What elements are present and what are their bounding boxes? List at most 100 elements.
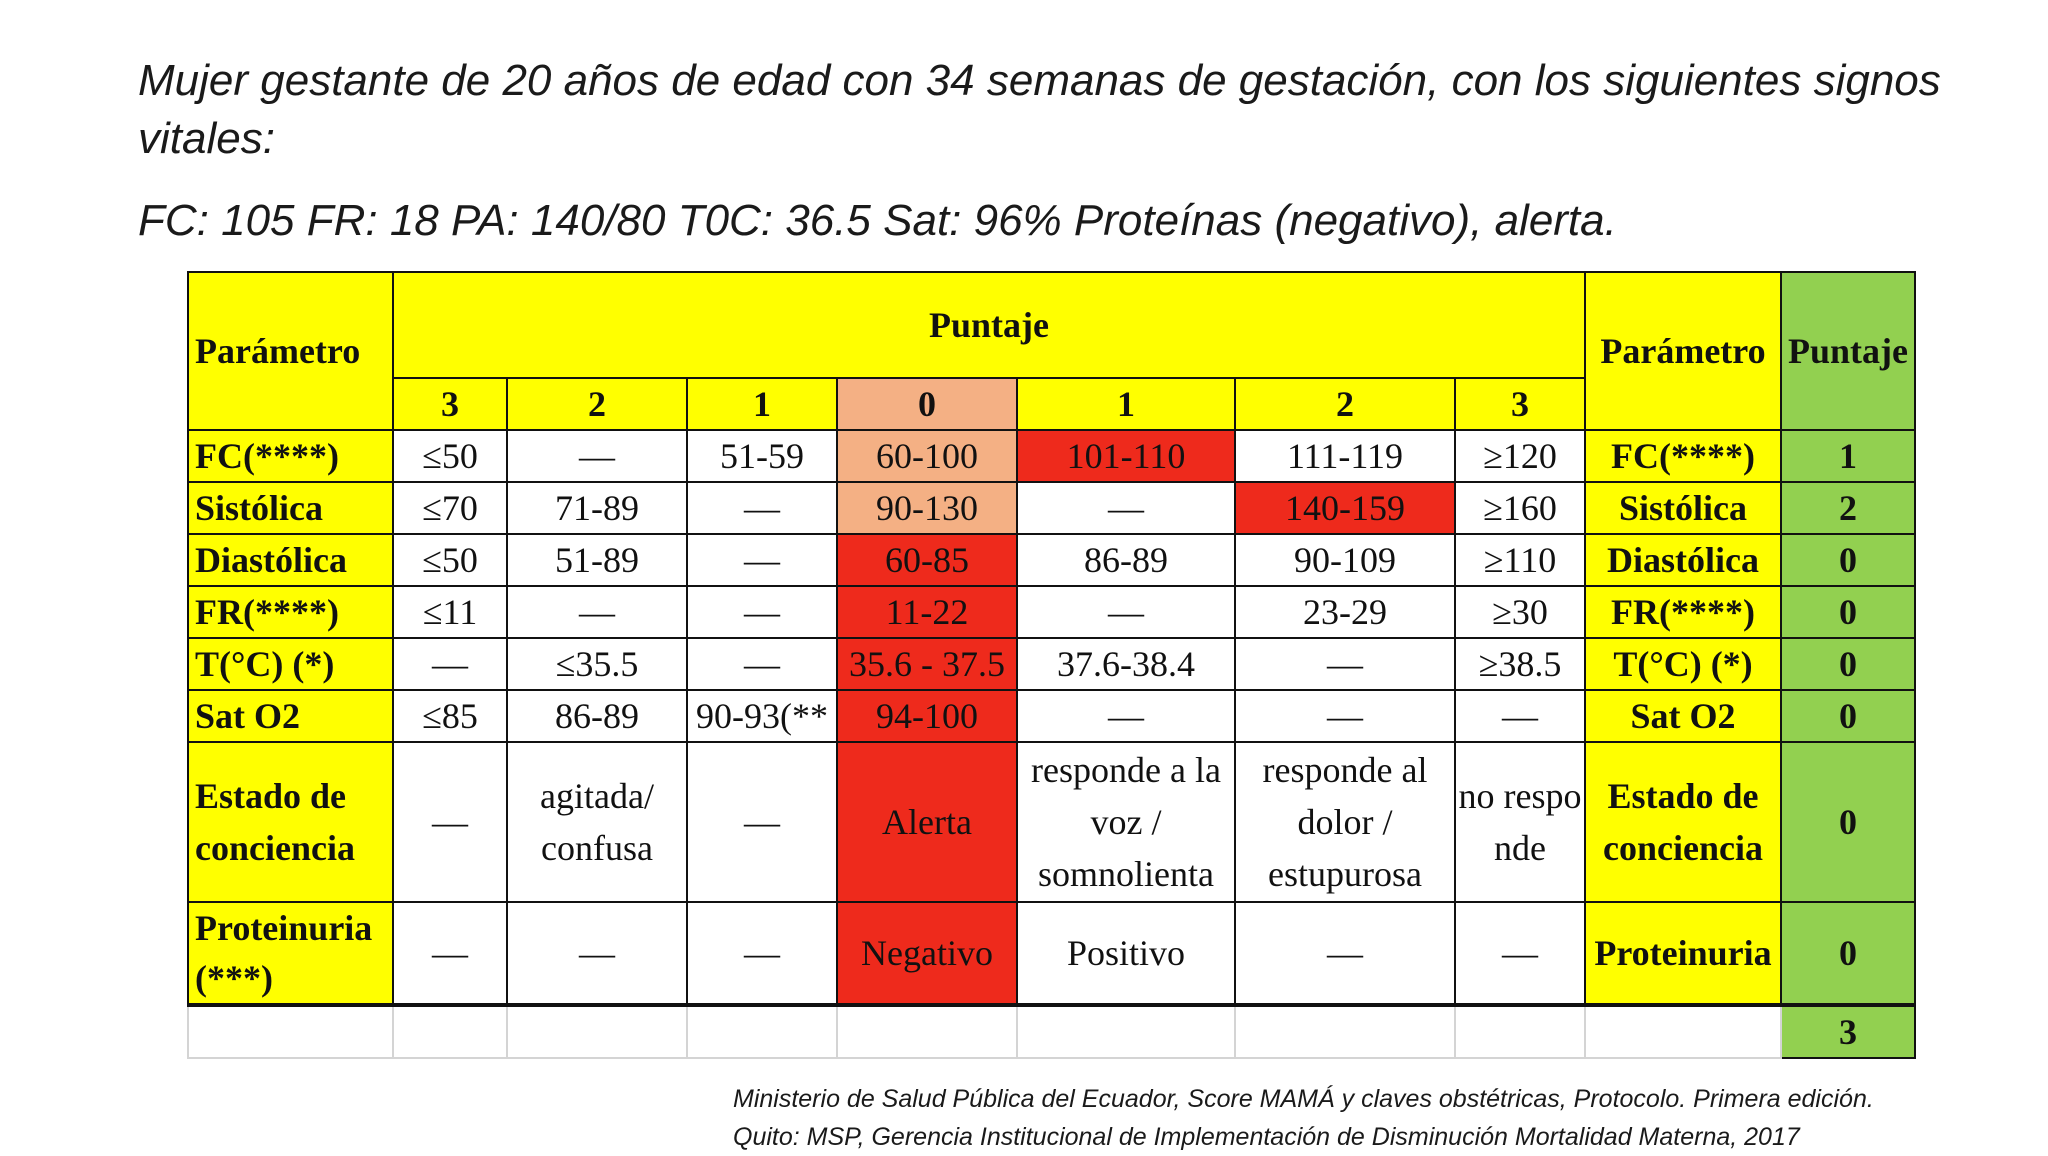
table-cell: ≤70 xyxy=(392,481,508,535)
table-cell: ≤50 xyxy=(392,429,508,483)
empty-cell xyxy=(187,1004,394,1059)
table-cell: — xyxy=(1454,901,1586,1007)
empty-cell xyxy=(1454,1004,1586,1059)
empty-cell xyxy=(392,1004,508,1059)
header-puntaje: Puntaje xyxy=(392,271,1586,379)
empty-cell xyxy=(836,1004,1018,1059)
table-cell: Negativo xyxy=(836,901,1018,1007)
row-score: 0 xyxy=(1780,901,1916,1007)
row-score: 0 xyxy=(1780,585,1916,639)
empty-cell xyxy=(1584,1004,1782,1059)
table-cell: ≥38.5 xyxy=(1454,637,1586,691)
table-cell: — xyxy=(1234,637,1456,691)
table-cell: 51-89 xyxy=(506,533,688,587)
table-row: FR(****) ≤11 — — 11-22 — 23-29 ≥30 FR(**… xyxy=(187,585,1916,639)
table-cell: 23-29 xyxy=(1234,585,1456,639)
table-cell: 90-130 xyxy=(836,481,1018,535)
table-cell: — xyxy=(1234,901,1456,1007)
row-score: 0 xyxy=(1780,637,1916,691)
table-cell: — xyxy=(506,585,688,639)
case-description: Mujer gestante de 20 años de edad con 34… xyxy=(138,56,1941,163)
table-cell: 140-159 xyxy=(1234,481,1456,535)
row-label: Sat O2 xyxy=(187,689,394,743)
total-score: 3 xyxy=(1780,1004,1916,1059)
table-cell: — xyxy=(1016,585,1236,639)
table-cell: 94-100 xyxy=(836,689,1018,743)
score-level: 2 xyxy=(506,377,688,431)
table-cell: 86-89 xyxy=(506,689,688,743)
table-cell: 90-109 xyxy=(1234,533,1456,587)
table-cell: 86-89 xyxy=(1016,533,1236,587)
table-cell: ≥30 xyxy=(1454,585,1586,639)
vital-signs: FC: 105 FR: 18 PA: 140/80 T0C: 36.5 Sat:… xyxy=(138,196,1617,245)
score-level: 2 xyxy=(1234,377,1456,431)
citation: Ministerio de Salud Pública del Ecuador,… xyxy=(733,1080,2033,1156)
table-cell: — xyxy=(686,585,838,639)
table-cell: Positivo xyxy=(1016,901,1236,1007)
table-cell: — xyxy=(1016,481,1236,535)
score-mama-table: Parámetro Puntaje Parámetro Puntaje 3 2 … xyxy=(187,271,1916,1059)
table-cell: — xyxy=(506,429,688,483)
empty-cell xyxy=(1016,1004,1236,1059)
score-level: 1 xyxy=(686,377,838,431)
table-cell: 90-93(** xyxy=(686,689,838,743)
row-label: Proteinuria (***) xyxy=(187,901,394,1007)
score-level: 1 xyxy=(1016,377,1236,431)
table-cell: ≥110 xyxy=(1454,533,1586,587)
score-level: 3 xyxy=(1454,377,1586,431)
table-cell: — xyxy=(686,481,838,535)
table-cell: — xyxy=(686,741,838,903)
row-label-right: Sat O2 xyxy=(1584,689,1782,743)
table-cell: 60-85 xyxy=(836,533,1018,587)
score-level: 0 xyxy=(836,377,1018,431)
table-row: T(°C) (*) — ≤35.5 — 35.6 - 37.5 37.6-38.… xyxy=(187,637,1916,691)
table-cell: ≤11 xyxy=(392,585,508,639)
table-cell: — xyxy=(1234,689,1456,743)
table-cell: ≤35.5 xyxy=(506,637,688,691)
row-label-right: FC(****) xyxy=(1584,429,1782,483)
row-score: 2 xyxy=(1780,481,1916,535)
header-score-column: Puntaje xyxy=(1780,271,1916,431)
row-label: Sistólica xyxy=(187,481,394,535)
table-row: Diastólica ≤50 51-89 — 60-85 86-89 90-10… xyxy=(187,533,1916,587)
row-label: T(°C) (*) xyxy=(187,637,394,691)
row-label: Diastólica xyxy=(187,533,394,587)
row-label-right: Sistólica xyxy=(1584,481,1782,535)
header-parametro-left: Parámetro xyxy=(187,271,394,431)
table-cell: responde a la voz / somnolienta xyxy=(1016,741,1236,903)
table-cell: — xyxy=(686,637,838,691)
row-score: 0 xyxy=(1780,741,1916,903)
table-cell: ≥160 xyxy=(1454,481,1586,535)
row-label-right: FR(****) xyxy=(1584,585,1782,639)
table-row: FC(****) ≤50 — 51-59 60-100 101-110 111-… xyxy=(187,429,1916,483)
table-cell: 37.6-38.4 xyxy=(1016,637,1236,691)
row-label: FC(****) xyxy=(187,429,394,483)
table-cell: 111-119 xyxy=(1234,429,1456,483)
table-row: Proteinuria (***) — — — Negativo Positiv… xyxy=(187,901,1916,1007)
table-cell: ≤85 xyxy=(392,689,508,743)
table-row: Sistólica ≤70 71-89 — 90-130 — 140-159 ≥… xyxy=(187,481,1916,535)
row-label-right: T(°C) (*) xyxy=(1584,637,1782,691)
row-score: 0 xyxy=(1780,533,1916,587)
table-cell: 11-22 xyxy=(836,585,1018,639)
table-cell: no responde xyxy=(1454,741,1586,903)
table-cell: — xyxy=(1016,689,1236,743)
table-cell: 60-100 xyxy=(836,429,1018,483)
intro-text: Mujer gestante de 20 años de edad con 34… xyxy=(138,52,1958,250)
row-label: FR(****) xyxy=(187,585,394,639)
table-cell: Alerta xyxy=(836,741,1018,903)
table-cell: — xyxy=(686,533,838,587)
table-cell: agitada/ confusa xyxy=(506,741,688,903)
table-cell: — xyxy=(1454,689,1586,743)
row-score: 0 xyxy=(1780,689,1916,743)
table-cell: ≥120 xyxy=(1454,429,1586,483)
row-label: Estado de conciencia xyxy=(187,741,394,903)
citation-line-2: Quito: MSP, Gerencia Institucional de Im… xyxy=(733,1123,1800,1151)
table-cell: 101-110 xyxy=(1016,429,1236,483)
table-row: Estado de conciencia — agitada/ confusa … xyxy=(187,741,1916,903)
table-cell: — xyxy=(686,901,838,1007)
citation-line-1: Ministerio de Salud Pública del Ecuador,… xyxy=(733,1085,1874,1113)
table-row: Sat O2 ≤85 86-89 90-93(** 94-100 — — — S… xyxy=(187,689,1916,743)
table-cell: 71-89 xyxy=(506,481,688,535)
table-cell: — xyxy=(392,901,508,1007)
